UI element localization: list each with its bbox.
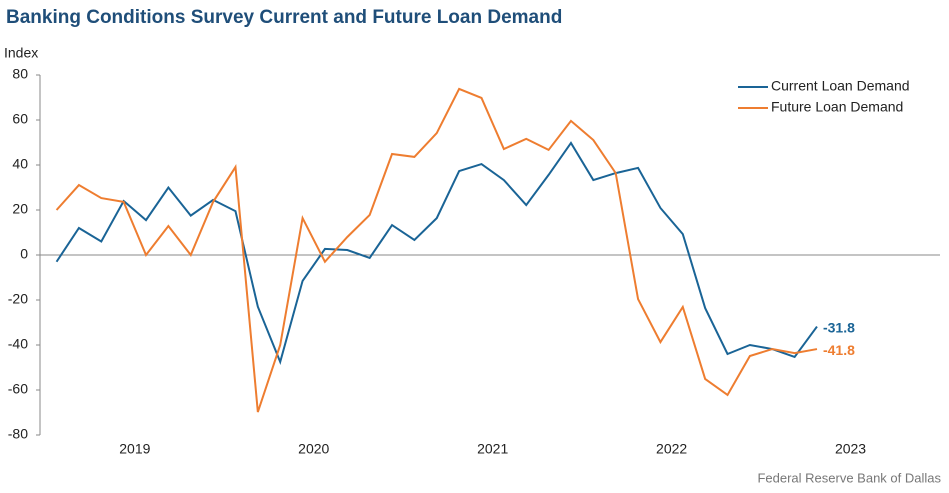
y-tick-label: 60 xyxy=(12,111,28,127)
source: Federal Reserve Bank of Dallas xyxy=(757,470,941,485)
y-tick-label: -20 xyxy=(8,291,28,307)
series-line xyxy=(55,87,818,413)
x-tick-label: 2022 xyxy=(656,441,687,457)
y-axis-label: Index xyxy=(4,45,38,61)
y-tick-label: 0 xyxy=(20,246,28,262)
y-tick-label: -40 xyxy=(8,336,28,352)
x-tick-label: 2020 xyxy=(298,441,329,457)
y-tick-label: 40 xyxy=(12,156,28,172)
legend-label: Current Loan Demand xyxy=(771,78,910,94)
y-tick-label: -60 xyxy=(8,381,28,397)
series-line xyxy=(55,141,818,365)
y-tick-label: -80 xyxy=(8,426,28,442)
x-tick-label: 2021 xyxy=(477,441,508,457)
x-tick-label: 2023 xyxy=(835,441,866,457)
x-tick-label: 2019 xyxy=(119,441,150,457)
legend-label: Future Loan Demand xyxy=(771,99,903,115)
y-tick-label: 80 xyxy=(12,66,28,82)
end-label: -31.8 xyxy=(823,319,855,335)
chart-title: Banking Conditions Survey Current and Fu… xyxy=(6,7,562,28)
end-label: -41.8 xyxy=(823,342,855,358)
y-tick-label: 20 xyxy=(12,201,28,217)
